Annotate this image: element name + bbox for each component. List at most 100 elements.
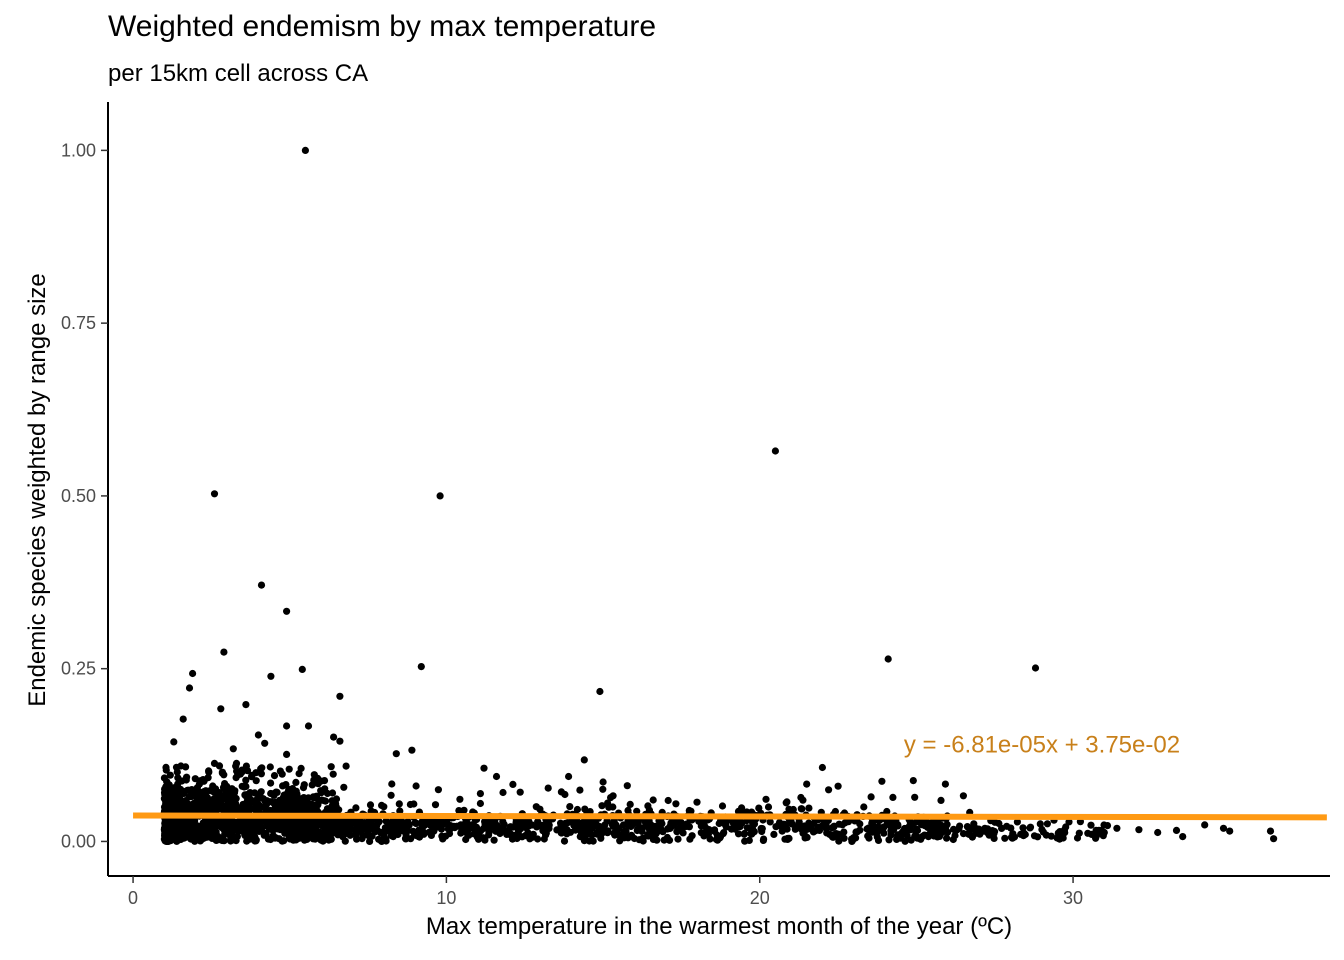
data-point bbox=[674, 825, 682, 833]
data-point bbox=[941, 780, 950, 788]
data-point bbox=[177, 788, 185, 796]
data-point bbox=[1007, 824, 1015, 832]
data-point bbox=[873, 829, 881, 837]
data-point bbox=[442, 832, 450, 840]
data-point bbox=[340, 783, 348, 791]
data-point bbox=[672, 800, 680, 808]
data-point bbox=[242, 776, 250, 784]
data-point bbox=[685, 823, 694, 831]
data-point bbox=[463, 826, 471, 834]
axis-ticks: 0 10 20 30 0.00 0.25 0.50 0.75 1.00 bbox=[61, 140, 1083, 908]
data-point bbox=[663, 833, 672, 842]
data-point bbox=[242, 782, 250, 791]
data-point bbox=[170, 784, 178, 792]
data-point bbox=[799, 796, 807, 804]
data-point bbox=[741, 837, 749, 845]
data-point bbox=[635, 836, 643, 844]
data-point bbox=[215, 818, 223, 826]
data-point bbox=[591, 819, 599, 827]
data-point bbox=[540, 835, 548, 843]
data-point bbox=[234, 771, 242, 779]
data-point bbox=[335, 806, 343, 814]
data-point bbox=[481, 836, 489, 844]
data-point bbox=[950, 825, 958, 833]
y-tick-label: 0.50 bbox=[61, 486, 96, 506]
data-point bbox=[1179, 833, 1187, 841]
data-point bbox=[598, 802, 606, 810]
data-point bbox=[218, 768, 226, 776]
data-point bbox=[205, 768, 213, 776]
data-point bbox=[334, 825, 342, 833]
data-point bbox=[853, 828, 861, 836]
data-point bbox=[604, 827, 612, 835]
data-point bbox=[253, 798, 261, 806]
data-point bbox=[885, 836, 893, 844]
data-point bbox=[363, 819, 371, 828]
data-point bbox=[359, 824, 367, 832]
data-point bbox=[909, 820, 917, 829]
data-point bbox=[325, 828, 333, 836]
data-point bbox=[220, 793, 228, 801]
data-point bbox=[770, 830, 778, 839]
data-point bbox=[573, 805, 582, 814]
data-point bbox=[850, 834, 858, 842]
data-point bbox=[210, 788, 218, 796]
data-point bbox=[205, 825, 213, 833]
data-point bbox=[462, 835, 470, 844]
data-point bbox=[235, 825, 243, 833]
data-point bbox=[553, 826, 561, 834]
data-point bbox=[229, 745, 237, 753]
data-point bbox=[209, 796, 218, 804]
data-point bbox=[664, 796, 672, 805]
data-point bbox=[973, 825, 981, 833]
data-point bbox=[373, 827, 381, 835]
data-point bbox=[1172, 826, 1181, 835]
data-point bbox=[458, 824, 466, 832]
data-point bbox=[623, 782, 631, 790]
data-point bbox=[898, 828, 907, 836]
data-point bbox=[1154, 828, 1162, 837]
data-point bbox=[798, 805, 806, 813]
data-point bbox=[509, 831, 517, 839]
data-point bbox=[476, 790, 484, 798]
data-point bbox=[1010, 833, 1019, 841]
data-point bbox=[1031, 664, 1040, 672]
data-point bbox=[401, 834, 410, 843]
data-point bbox=[706, 835, 714, 843]
data-point bbox=[542, 829, 550, 837]
data-point bbox=[392, 827, 400, 835]
data-point bbox=[949, 835, 957, 844]
data-point bbox=[597, 834, 605, 842]
data-point bbox=[382, 817, 390, 825]
data-point bbox=[182, 821, 190, 829]
axes bbox=[107, 102, 1330, 877]
data-point bbox=[380, 831, 388, 839]
data-point bbox=[267, 779, 275, 787]
data-point bbox=[647, 825, 655, 833]
data-point bbox=[432, 822, 440, 830]
data-point bbox=[909, 777, 917, 785]
data-point bbox=[380, 803, 388, 811]
data-point bbox=[398, 817, 406, 826]
data-point bbox=[230, 804, 238, 812]
data-point bbox=[757, 824, 765, 833]
data-point bbox=[392, 750, 400, 758]
data-point bbox=[300, 794, 308, 802]
data-point bbox=[499, 788, 507, 797]
data-point bbox=[534, 818, 542, 826]
data-point bbox=[274, 825, 282, 833]
data-point bbox=[943, 820, 951, 829]
data-point bbox=[267, 672, 275, 680]
data-point bbox=[516, 788, 524, 796]
data-point bbox=[829, 833, 837, 841]
data-point bbox=[443, 818, 451, 826]
data-point bbox=[196, 777, 204, 785]
data-point bbox=[693, 798, 701, 806]
data-point bbox=[1065, 818, 1073, 826]
data-point bbox=[930, 829, 938, 837]
data-point bbox=[920, 831, 929, 839]
data-point bbox=[503, 830, 511, 839]
data-point bbox=[396, 807, 404, 815]
data-point bbox=[358, 835, 366, 843]
data-point bbox=[585, 837, 593, 845]
